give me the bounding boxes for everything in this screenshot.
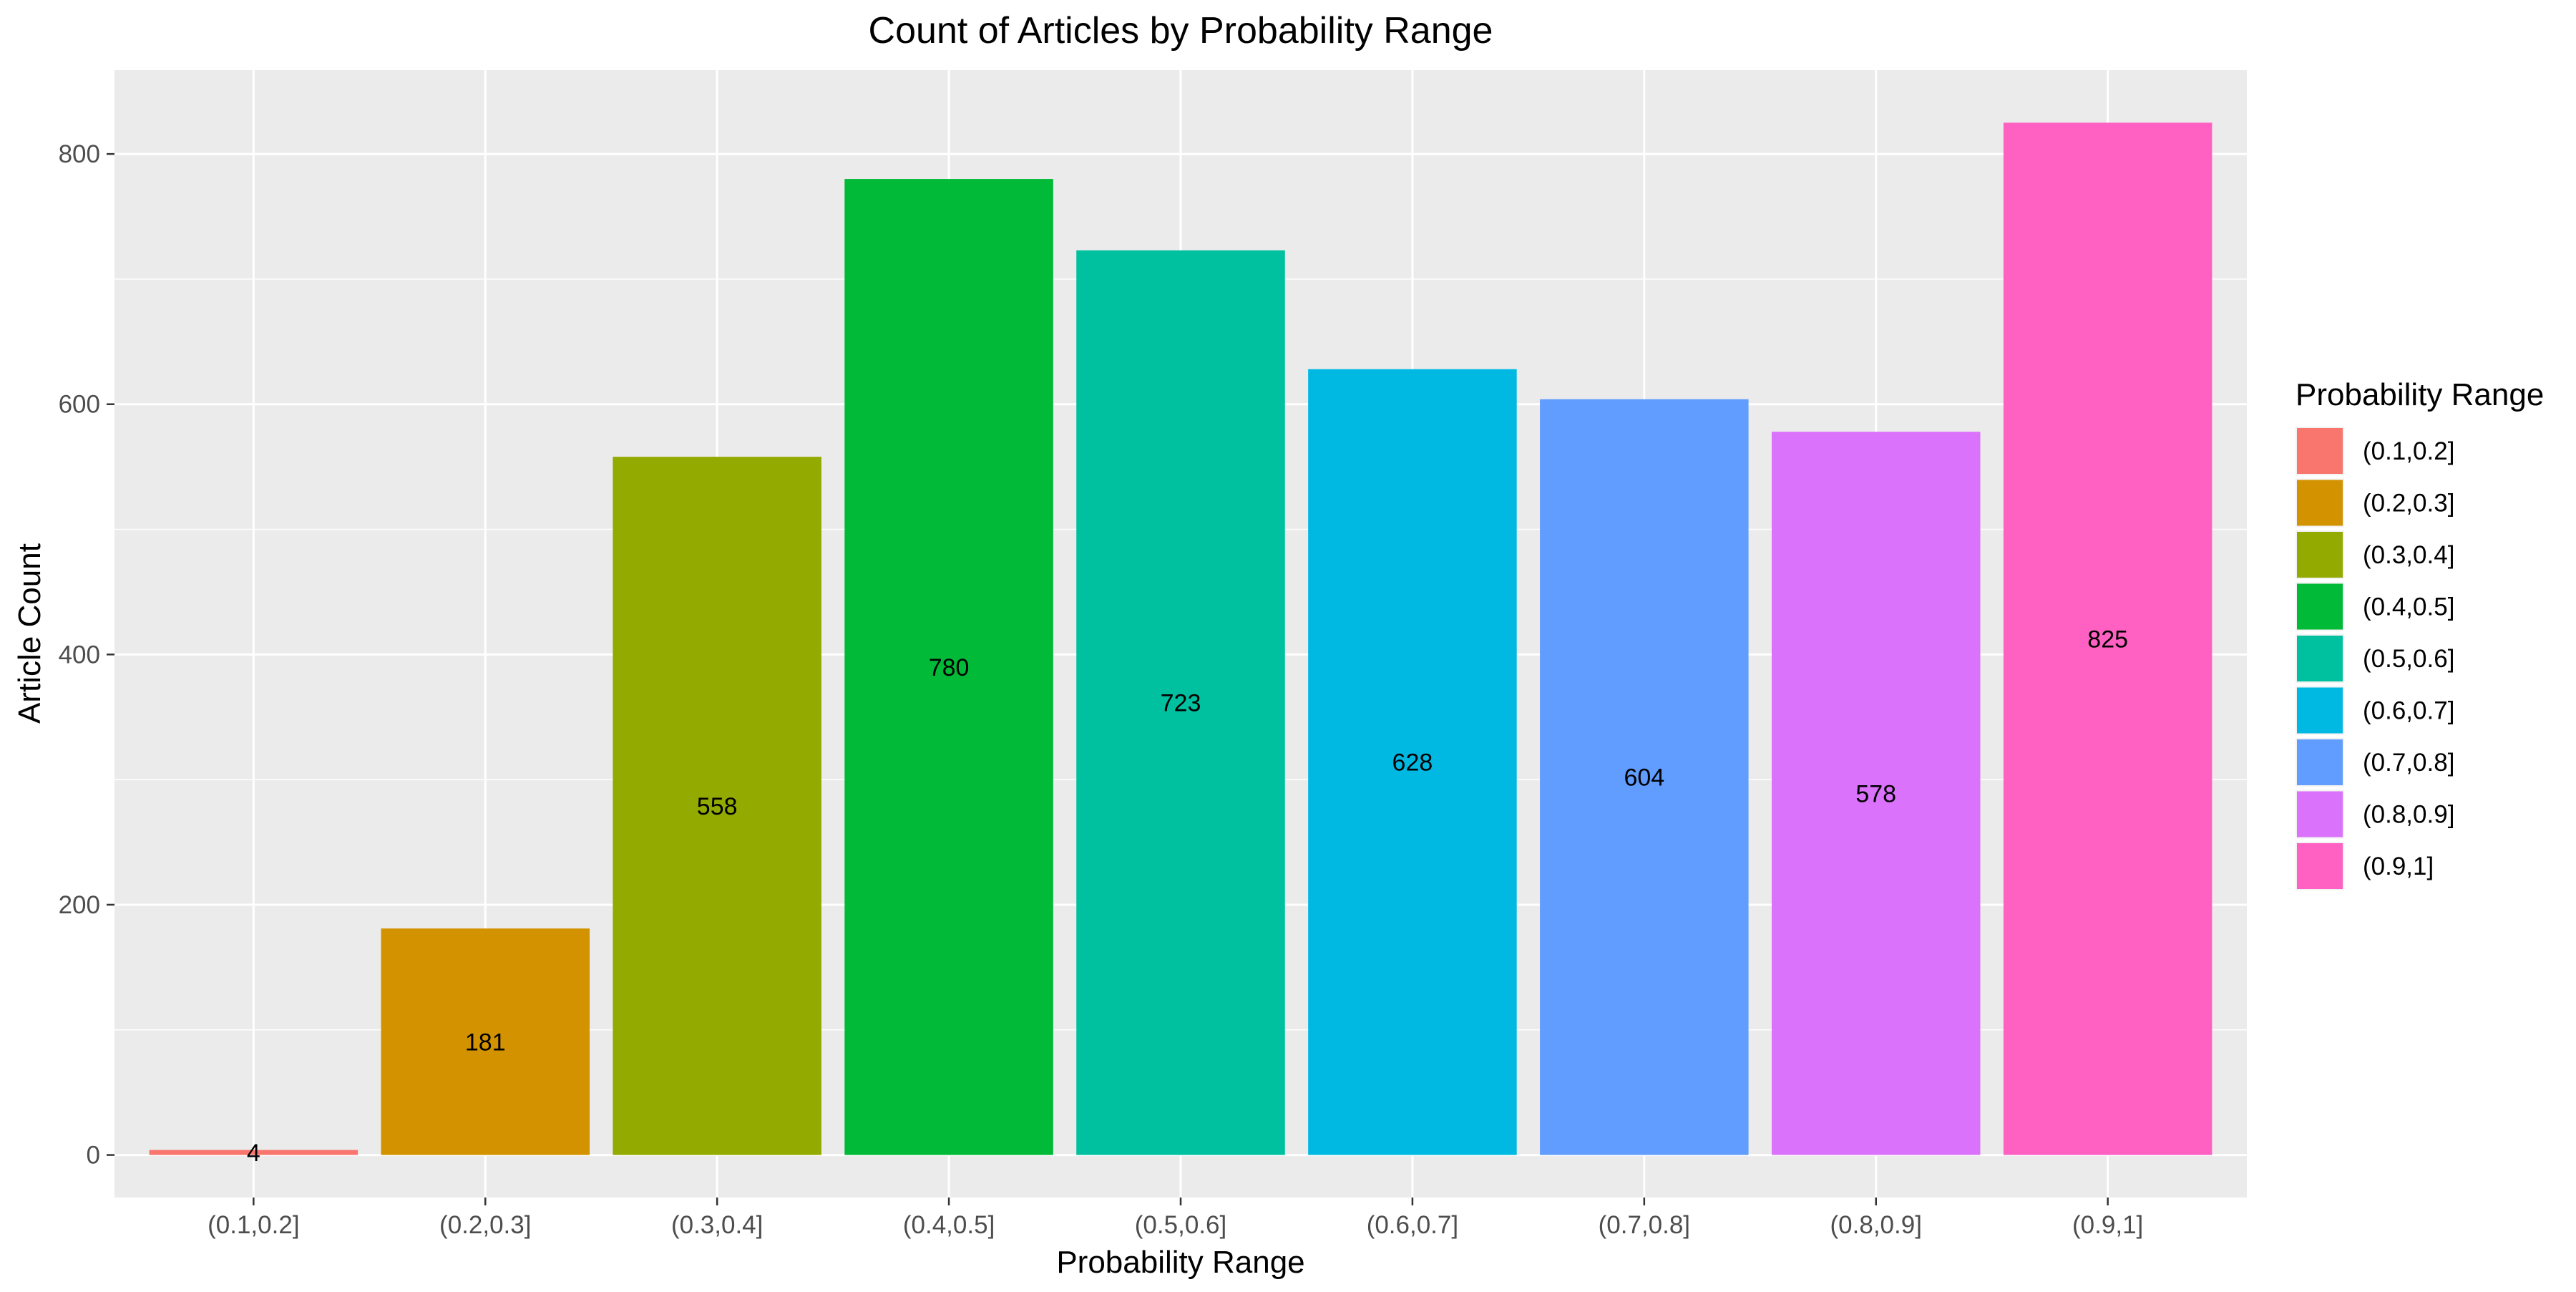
legend-swatch bbox=[2297, 583, 2343, 630]
y-tick-label: 800 bbox=[59, 140, 100, 168]
bar bbox=[1771, 432, 1981, 1155]
x-axis-title: Probability Range bbox=[1056, 1245, 1304, 1280]
bar bbox=[149, 1150, 358, 1155]
y-tick-label: 200 bbox=[59, 891, 100, 919]
bar bbox=[1308, 369, 1517, 1155]
x-tick-label: (0.4,0.5] bbox=[903, 1211, 995, 1239]
x-axis-ticks: (0.1,0.2] (0.2,0.3] (0.3,0.4] (0.4,0.5] (0.5… bbox=[208, 1198, 2143, 1239]
legend-swatch bbox=[2297, 791, 2343, 837]
bar-data-label: 4 bbox=[247, 1140, 260, 1167]
legend-label: (0.6,0.7] bbox=[2363, 697, 2454, 725]
y-axis-ticks: 0 200 400 600 800 bbox=[59, 140, 114, 1170]
legend-label: (0.9,1] bbox=[2363, 853, 2434, 880]
legend-swatch bbox=[2297, 636, 2343, 681]
bar bbox=[1076, 250, 1285, 1155]
x-tick-label: (0.2,0.3] bbox=[439, 1211, 531, 1239]
y-tick-label: 600 bbox=[59, 391, 100, 419]
x-tick-label: (0.3,0.4] bbox=[671, 1211, 763, 1239]
x-tick-label: (0.8,0.9] bbox=[1830, 1211, 1922, 1239]
bar-data-labels: 4 181 558 780 723 628 604 578 825 bbox=[247, 626, 2128, 1167]
bar-data-label: 825 bbox=[2087, 626, 2128, 653]
chart-title: Count of Articles by Probability Range bbox=[869, 10, 1493, 52]
legend-label: (0.1,0.2] bbox=[2363, 437, 2454, 465]
legend-label: (0.8,0.9] bbox=[2363, 801, 2454, 829]
x-tick-label: (0.1,0.2] bbox=[208, 1211, 299, 1239]
bar-data-label: 723 bbox=[1161, 690, 1201, 717]
legend-title: Probability Range bbox=[2296, 377, 2544, 412]
y-tick-label: 400 bbox=[59, 641, 100, 669]
legend-label: (0.3,0.4] bbox=[2363, 541, 2454, 569]
legend-swatch bbox=[2297, 687, 2343, 734]
bar-data-label: 780 bbox=[929, 654, 970, 681]
legend-swatch bbox=[2297, 480, 2343, 526]
bar-data-label: 558 bbox=[697, 793, 738, 820]
x-tick-label: (0.9,1] bbox=[2072, 1211, 2143, 1239]
bar bbox=[613, 457, 821, 1155]
bar-data-label: 181 bbox=[465, 1029, 506, 1056]
y-tick-label: 0 bbox=[87, 1142, 100, 1170]
bar bbox=[2003, 122, 2212, 1155]
legend-label: (0.2,0.3] bbox=[2363, 490, 2454, 518]
bar bbox=[1540, 399, 1749, 1155]
legend-swatch bbox=[2297, 843, 2343, 889]
x-tick-label: (0.6,0.7] bbox=[1367, 1211, 1458, 1239]
legend-swatch bbox=[2297, 739, 2343, 785]
bar-data-label: 628 bbox=[1392, 749, 1433, 777]
legend-swatch bbox=[2297, 532, 2343, 578]
legend-label: (0.5,0.6] bbox=[2363, 645, 2454, 673]
bar-data-label: 604 bbox=[1624, 764, 1664, 792]
bar bbox=[844, 179, 1053, 1155]
x-tick-label: (0.7,0.8] bbox=[1599, 1211, 1690, 1239]
y-axis-title: Article Count bbox=[12, 543, 47, 724]
bar bbox=[381, 928, 590, 1155]
legend-label: (0.7,0.8] bbox=[2363, 749, 2454, 777]
x-tick-label: (0.5,0.6] bbox=[1135, 1211, 1226, 1239]
bars bbox=[149, 122, 2212, 1155]
legend: Probability Range (0.1,0.2] (0.2,0.3] (0.3… bbox=[2296, 377, 2544, 890]
legend-items: (0.1,0.2] (0.2,0.3] (0.3,0.4] (0.4,0.5] (0.5… bbox=[2296, 427, 2454, 890]
legend-swatch bbox=[2297, 428, 2343, 474]
bar-data-label: 578 bbox=[1855, 780, 1896, 807]
legend-label: (0.4,0.5] bbox=[2363, 593, 2454, 621]
